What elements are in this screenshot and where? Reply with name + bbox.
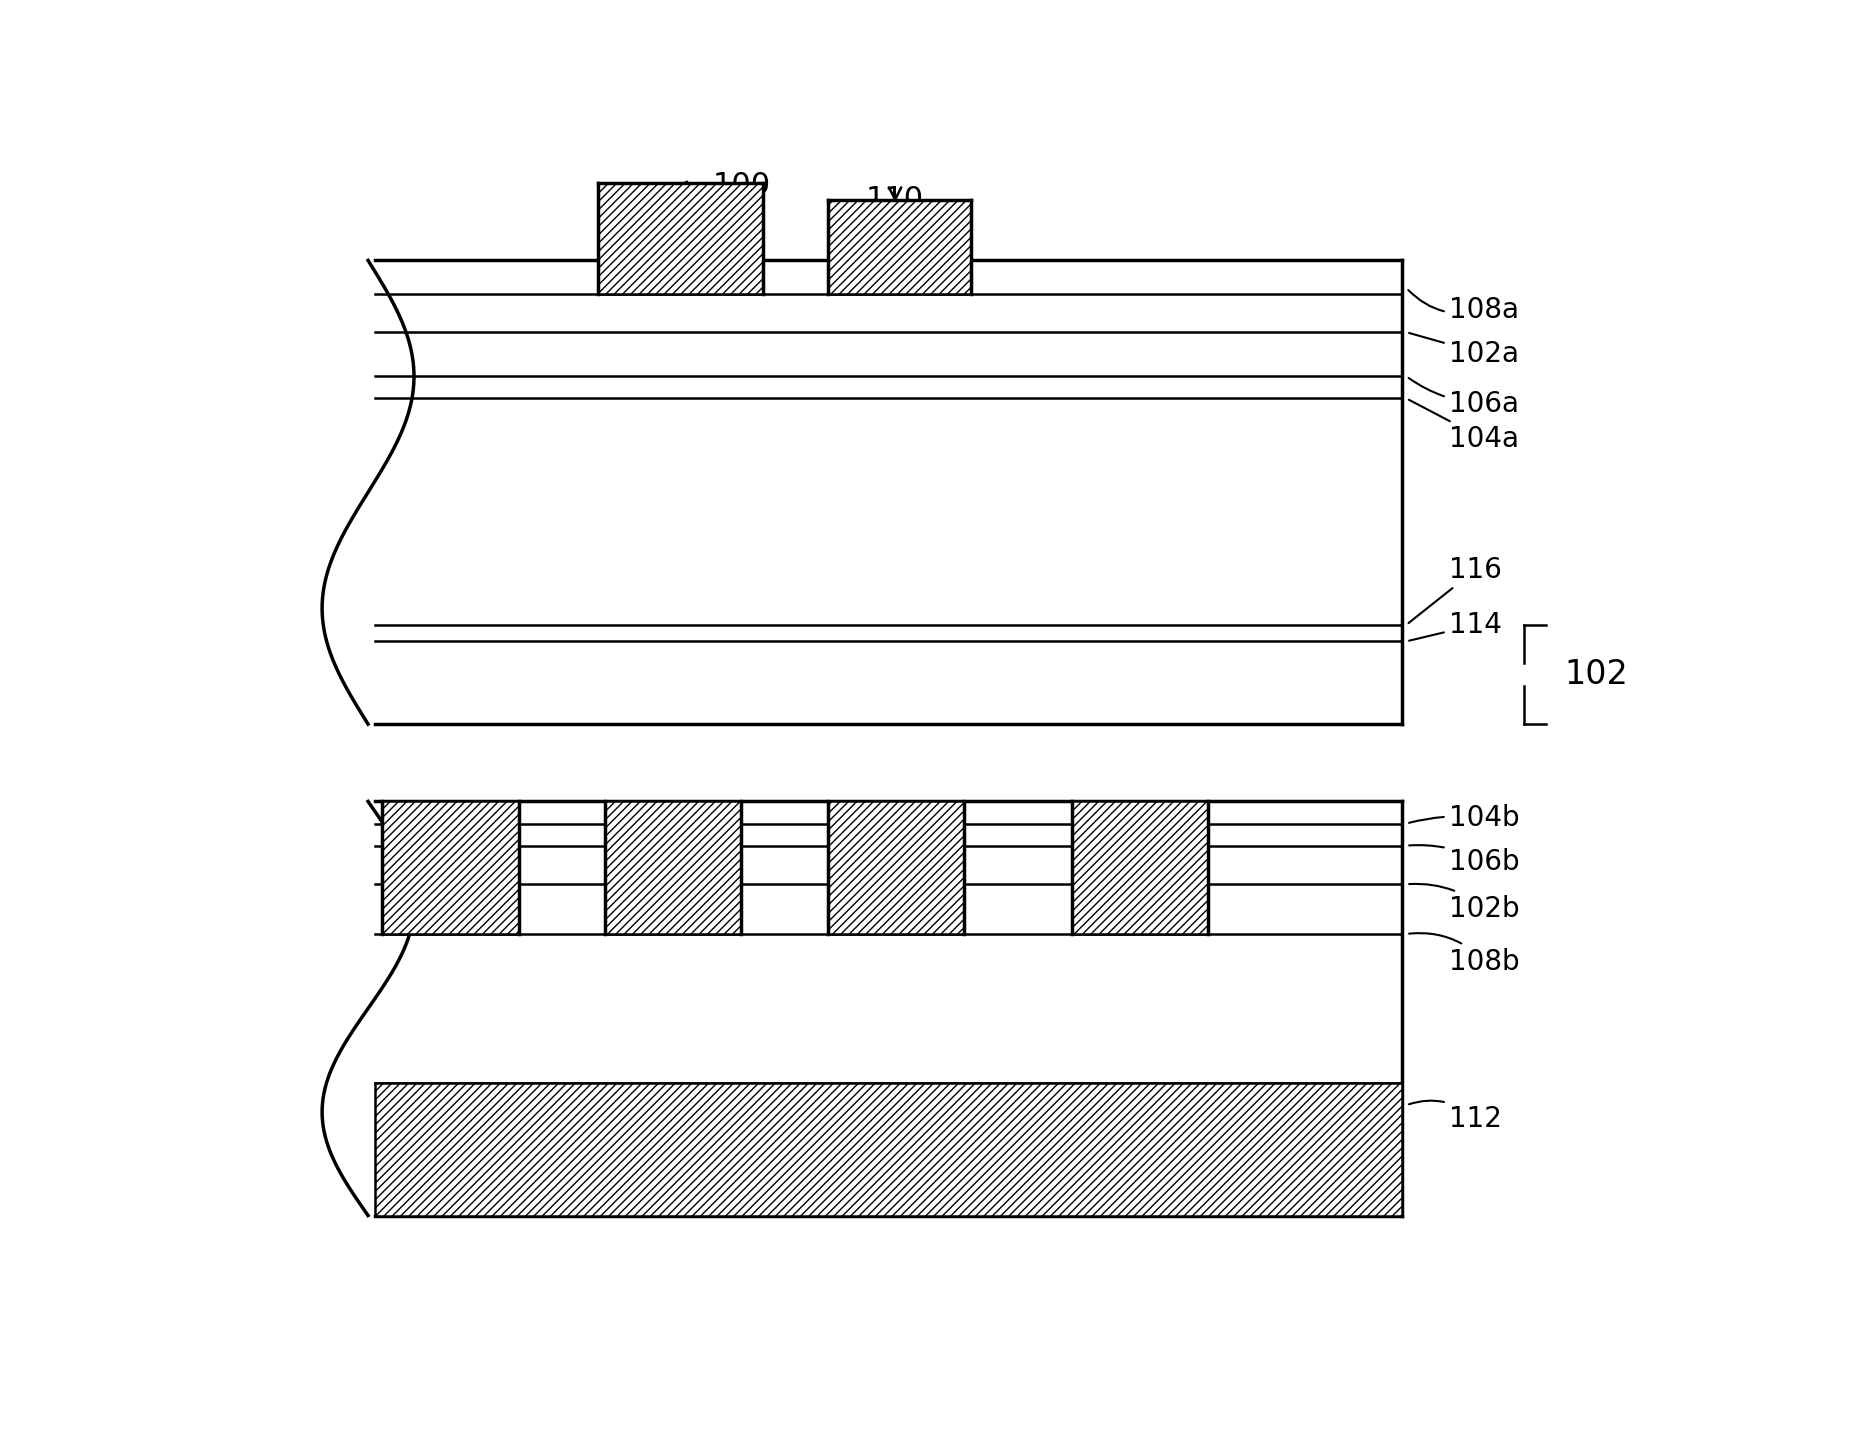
Bar: [599, 184, 763, 294]
Text: 108a: 108a: [1408, 290, 1519, 324]
Bar: [382, 802, 519, 934]
Text: 104b: 104b: [1408, 804, 1519, 832]
Text: 112: 112: [1408, 1101, 1503, 1133]
Bar: [1071, 802, 1208, 934]
Bar: [604, 802, 741, 934]
Text: 110: 110: [865, 185, 925, 214]
Text: 106b: 106b: [1408, 845, 1519, 876]
Bar: [604, 802, 741, 934]
Text: 108b: 108b: [1408, 934, 1519, 975]
Bar: [828, 199, 971, 294]
Text: 104a: 104a: [1408, 400, 1519, 453]
Text: 102a: 102a: [1408, 333, 1519, 369]
Text: 102b: 102b: [1408, 883, 1519, 922]
Bar: [374, 1083, 1403, 1216]
Bar: [1071, 802, 1208, 934]
Text: 102: 102: [1564, 658, 1629, 691]
Bar: [828, 802, 964, 934]
Bar: [382, 802, 519, 934]
Bar: [828, 802, 964, 934]
Text: 106a: 106a: [1408, 379, 1519, 417]
Text: 100: 100: [674, 171, 771, 199]
Text: 116: 116: [1408, 555, 1503, 622]
Text: 114: 114: [1408, 611, 1503, 641]
